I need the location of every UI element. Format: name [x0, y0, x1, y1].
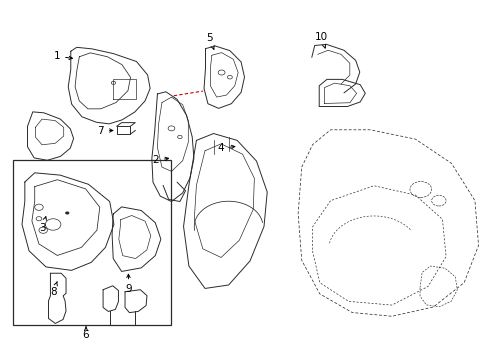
- Text: 2: 2: [152, 155, 168, 165]
- Text: 9: 9: [125, 274, 131, 294]
- Text: 5: 5: [205, 33, 214, 49]
- Text: 6: 6: [82, 327, 89, 340]
- Text: 1: 1: [53, 51, 72, 61]
- Bar: [117, 126, 130, 134]
- Bar: [13, 160, 171, 325]
- Text: 8: 8: [50, 282, 57, 297]
- Text: 4: 4: [217, 143, 234, 153]
- Text: 10: 10: [314, 32, 327, 48]
- Circle shape: [65, 211, 69, 215]
- Text: 3: 3: [39, 217, 46, 233]
- Text: 7: 7: [97, 126, 113, 135]
